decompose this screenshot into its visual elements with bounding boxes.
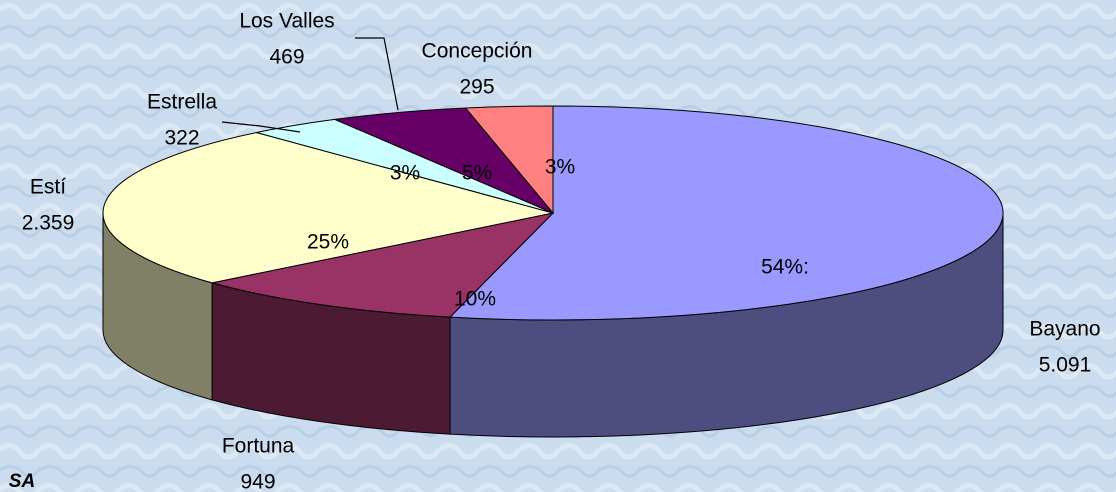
pie-sides <box>102 212 1004 438</box>
percent-label: 5% <box>462 162 492 185</box>
pie-tops <box>102 105 1004 321</box>
category-label: Los Valles <box>239 10 334 33</box>
leader-line <box>221 121 301 133</box>
value-label: 295 <box>459 76 494 99</box>
category-label: Bayano <box>1029 318 1100 341</box>
category-label: Estrella <box>147 91 217 114</box>
percent-label: 54%: <box>761 256 809 279</box>
percent-label: 3% <box>390 162 420 185</box>
percent-label: 3% <box>545 156 575 179</box>
category-label: Concepción <box>422 40 533 63</box>
pie-slice <box>464 105 554 215</box>
percent-label: 10% <box>454 288 496 311</box>
value-label: 5.091 <box>1039 354 1092 377</box>
value-label: 469 <box>269 46 304 69</box>
pie-slice <box>211 212 555 318</box>
pie-slice <box>448 105 1004 321</box>
value-label: 949 <box>240 471 275 492</box>
category-label: Fortuna <box>222 435 295 458</box>
pie-slice <box>102 132 554 284</box>
value-label: 2.359 <box>22 212 75 235</box>
category-label: Estí <box>30 176 66 199</box>
value-label: 322 <box>164 127 199 150</box>
leader-line <box>355 37 399 111</box>
footer: SA <box>9 471 35 492</box>
percent-label: 25% <box>307 231 349 254</box>
